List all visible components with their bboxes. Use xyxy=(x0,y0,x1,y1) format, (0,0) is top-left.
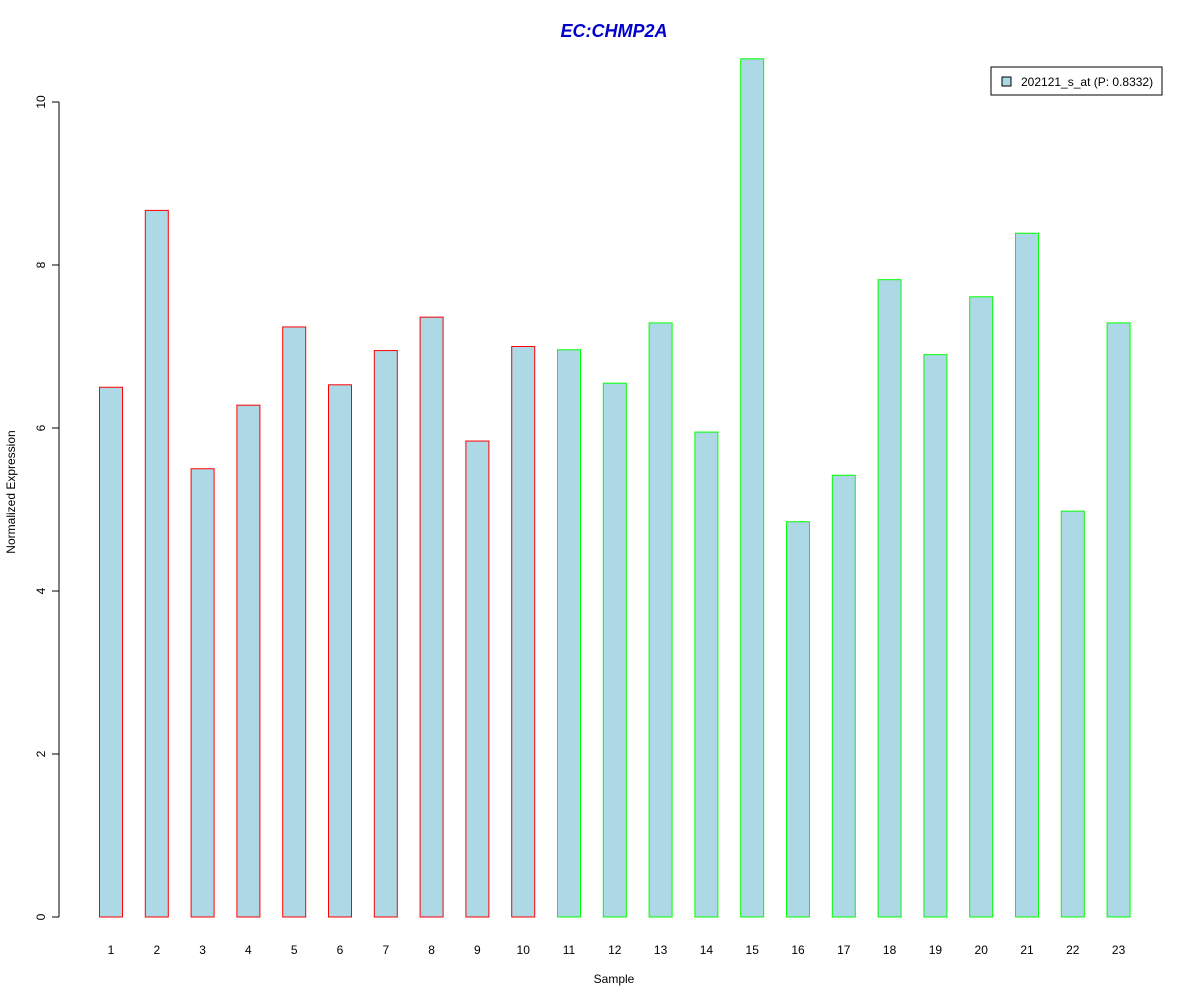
bar-sample-4 xyxy=(236,404,261,918)
bar-sample-13 xyxy=(648,322,673,918)
x-tick-label: 14 xyxy=(700,943,714,957)
y-tick-label: 4 xyxy=(34,587,48,594)
x-tick-label: 16 xyxy=(791,943,805,957)
bar-sample-21 xyxy=(1015,232,1039,918)
x-tick-label: 5 xyxy=(291,943,298,957)
chart-title: EC:CHMP2A xyxy=(560,21,667,41)
x-tick-label: 23 xyxy=(1112,943,1126,957)
x-tick-label: 20 xyxy=(975,943,989,957)
x-tick-label: 4 xyxy=(245,943,252,957)
legend-label: 202121_s_at (P: 0.8332) xyxy=(1021,75,1153,89)
x-tick-label: 12 xyxy=(608,943,622,957)
bar-sample-12 xyxy=(602,382,627,918)
y-tick-label: 6 xyxy=(34,424,48,431)
y-tick-label: 2 xyxy=(34,750,48,757)
bar-sample-20 xyxy=(969,296,994,918)
x-tick-label: 18 xyxy=(883,943,897,957)
y-tick-label: 10 xyxy=(34,95,48,109)
bar-sample-16 xyxy=(786,521,810,918)
bar-sample-22 xyxy=(1060,510,1085,918)
bar-sample-17 xyxy=(831,474,856,918)
bar-sample-7 xyxy=(373,350,398,918)
x-tick-label: 8 xyxy=(428,943,435,957)
y-tick-label: 8 xyxy=(34,261,48,268)
bar-sample-11 xyxy=(557,349,581,918)
bar-sample-9 xyxy=(465,440,490,918)
legend: 202121_s_at (P: 0.8332) xyxy=(990,66,1163,96)
bar-sample-1 xyxy=(99,386,123,918)
x-tick-label: 22 xyxy=(1066,943,1080,957)
x-tick-label: 3 xyxy=(199,943,206,957)
bar-sample-5 xyxy=(282,326,307,918)
x-tick-label: 1 xyxy=(108,943,115,957)
bars xyxy=(99,58,1131,918)
x-tick-label: 7 xyxy=(382,943,389,957)
x-tick-labels: 1 2 3 4 5 6 7 8 9 10 11 12 13 14 15 16 17 18 19 20 21 22 23 xyxy=(108,943,1126,957)
x-tick-label: 11 xyxy=(563,943,576,957)
x-tick-label: 13 xyxy=(654,943,668,957)
x-tick-label: 15 xyxy=(746,943,760,957)
x-axis-label: Sample xyxy=(594,972,635,986)
bar-sample-23 xyxy=(1106,322,1131,918)
bar-sample-2 xyxy=(144,209,169,918)
x-tick-label: 10 xyxy=(517,943,531,957)
bar-sample-3 xyxy=(190,468,215,918)
legend-swatch xyxy=(1001,76,1012,87)
legend-box xyxy=(990,66,1163,96)
y-axis-label: Normalized Expression xyxy=(4,430,18,553)
bar-sample-19 xyxy=(923,354,948,918)
x-tick-label: 17 xyxy=(837,943,851,957)
bar-sample-6 xyxy=(328,384,352,918)
bar-sample-14 xyxy=(694,431,719,918)
bar-sample-8 xyxy=(419,316,444,918)
bar-sample-15 xyxy=(740,58,765,918)
x-tick-label: 9 xyxy=(474,943,481,957)
bar-sample-18 xyxy=(877,279,902,918)
x-tick-label: 19 xyxy=(929,943,943,957)
bar-sample-10 xyxy=(511,346,536,918)
x-tick-label: 2 xyxy=(153,943,160,957)
y-tick-label: 0 xyxy=(34,913,48,920)
x-tick-label: 6 xyxy=(337,943,344,957)
x-tick-label: 21 xyxy=(1020,943,1034,957)
y-axis: 0 2 4 6 8 10 xyxy=(34,95,60,920)
